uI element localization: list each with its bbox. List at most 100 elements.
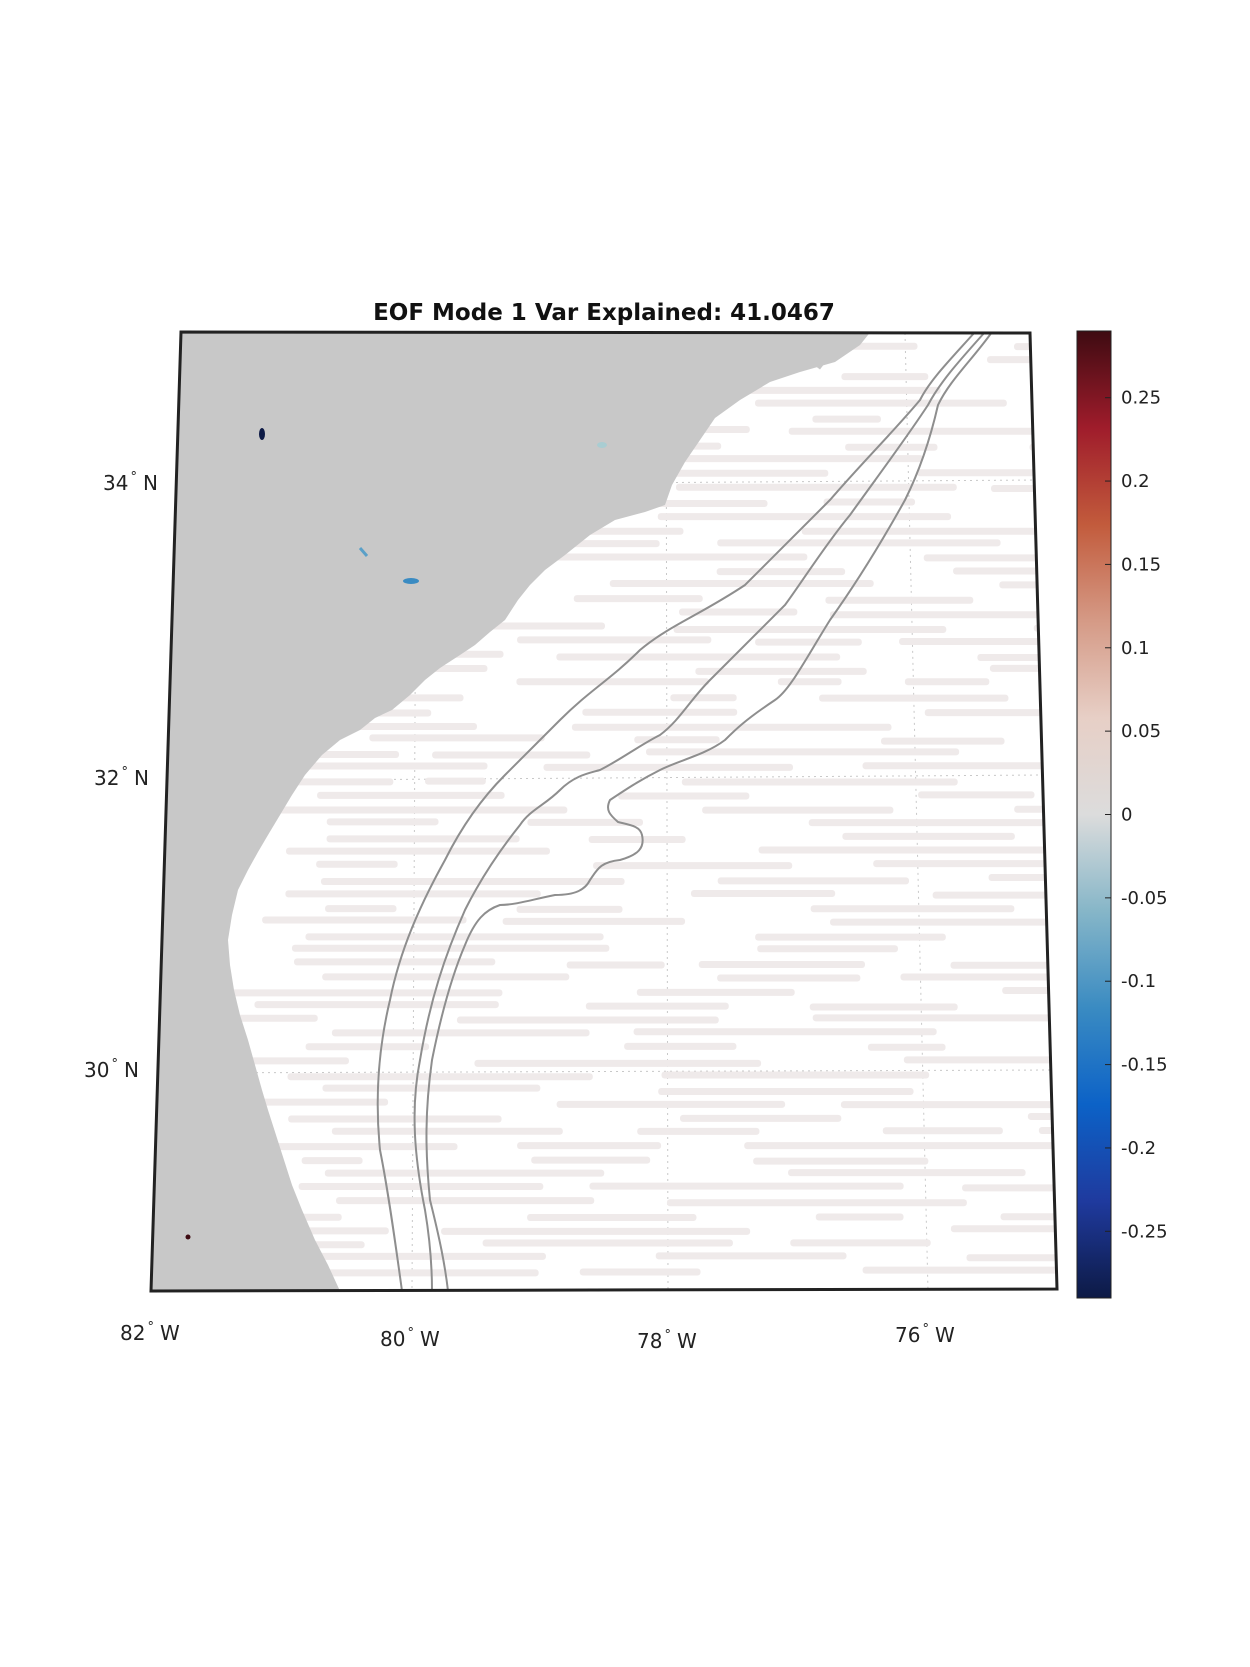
data-streak [302,1227,389,1235]
colorbar-tick-label: 0.05 [1121,721,1161,742]
data-streak [904,678,990,686]
data-streak [1038,1126,1057,1134]
lon-label-78-degree-sign: ° [664,1328,671,1343]
data-streak [655,1252,847,1260]
data-streak [637,1127,760,1135]
data-streak [527,1213,697,1221]
data-streak [788,427,1057,435]
data-streak [658,455,924,463]
lon-label-82: 82 ° W [120,1320,180,1345]
data-streak [977,653,1057,661]
data-streak [923,554,1057,562]
data-streak [517,1142,662,1150]
data-streak [301,1157,363,1165]
data-streak [325,905,397,913]
map-title: EOF Mode 1 Var Explained: 41.0467 [373,300,835,326]
data-streak [673,625,947,633]
data-streak [593,862,793,870]
data-streak [966,1254,1057,1262]
data-streak [695,667,867,675]
colorbar-tick-label: -0.2 [1121,1138,1156,1159]
data-streak [646,748,960,756]
data-streak [517,636,712,644]
data-streak [1014,343,1057,351]
data-streak [825,596,974,604]
colorbar-tick-label: 0.25 [1121,388,1161,409]
data-streak [531,1156,651,1164]
data-streak [573,595,703,603]
data-streak [842,832,1015,840]
data-streak [932,891,1057,899]
data-streak [516,678,710,686]
colorbar-tick-label: 0 [1121,805,1132,826]
data-streak [661,1071,930,1079]
data-streak [262,916,467,924]
data-streak [1002,987,1057,995]
data-streak [320,877,625,885]
data-streak [585,1002,729,1010]
data-streak [755,638,862,646]
data-streak [516,905,623,913]
longitude-labels: 82 ° W 80 ° W 78 ° W 76 ° W [120,1320,955,1353]
data-streak [881,737,1005,745]
lon-label-80-deg: 80 [380,1327,405,1351]
data-streak [326,818,439,826]
lat-label-30-deg: 30 [84,1058,109,1082]
data-streak [829,611,1057,619]
data-streak [636,988,795,996]
data-streak [1033,624,1057,632]
data-streak [698,960,866,968]
data-streak [225,1057,349,1065]
data-streak [288,1115,502,1123]
lon-label-78-hemi: W [677,1329,697,1353]
data-streak [441,1227,751,1235]
data-streak [254,1001,499,1009]
data-streak [316,860,398,868]
data-streak [755,399,1007,407]
lat-label-34-hemi: N [143,471,158,495]
data-streak [294,958,496,966]
data-streak [717,877,910,885]
data-streak [823,498,916,506]
data-streak [566,961,665,969]
data-streak [812,415,881,423]
data-streak [681,778,958,786]
data-streak [801,527,1057,535]
lake-red [185,1234,191,1240]
lat-label-30: 30 ° N [84,1057,139,1082]
data-streak [289,778,394,786]
colorbar-tick-label: -0.05 [1121,888,1168,909]
lon-label-80-degree-sign: ° [407,1326,414,1341]
lat-label-32: 32 ° N [94,765,149,790]
lake-blue [403,578,419,584]
data-streak [322,1084,541,1092]
isobath-contours [376,332,993,1291]
data-streak [556,653,841,661]
data-streak [679,608,798,616]
data-streak [950,1225,1057,1233]
data-streak [563,540,660,548]
data-streak [474,1059,762,1067]
data-streak [867,1043,946,1051]
data-streak [812,1014,1057,1022]
data-streak [666,1199,967,1207]
data-streak [753,1157,929,1165]
data-streak [265,762,488,770]
colorbar-tick-label: -0.1 [1121,971,1156,992]
data-streak [680,1114,842,1122]
data-streak [790,1239,931,1247]
data-streak [609,580,874,588]
lat-label-34-deg: 34 [103,471,128,495]
data-streak [543,763,794,771]
lat-label-34: 34 ° N [103,470,158,495]
data-streak [1052,1196,1057,1204]
data-streak [690,890,836,898]
data-streak [336,1197,595,1205]
data-streak [757,945,898,953]
data-streak [324,1169,605,1177]
data-streak [369,734,545,742]
data-streak [618,792,750,800]
lon-label-76-deg: 76 [895,1323,920,1347]
data-streak [317,791,505,799]
